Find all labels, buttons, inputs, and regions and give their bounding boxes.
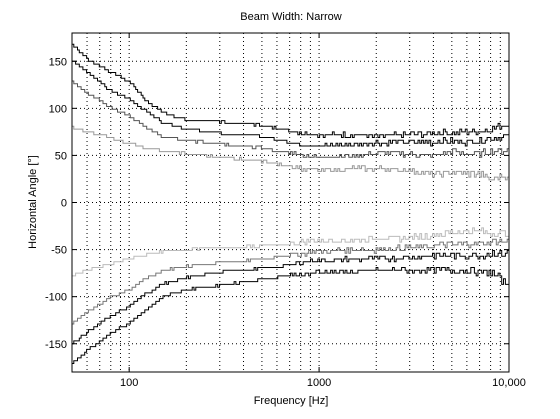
y-tick-label: 150 xyxy=(49,56,67,68)
grid xyxy=(72,33,509,372)
x-tick-label: 1000 xyxy=(307,377,331,389)
series-line-5 xyxy=(72,227,510,277)
series-line-2 xyxy=(72,60,510,147)
series-line-3 xyxy=(72,80,509,158)
series-group xyxy=(72,43,510,364)
x-axis-title: Frequency [Hz] xyxy=(254,395,329,407)
y-tick-label: -150 xyxy=(45,339,67,351)
x-tick-label: 10,000 xyxy=(492,377,526,389)
series-line-6 xyxy=(72,238,510,325)
plot-frame xyxy=(71,32,510,373)
series-line-4 xyxy=(72,125,510,181)
series-line-8 xyxy=(72,267,510,364)
series-line-7 xyxy=(72,250,510,345)
series-line-1 xyxy=(72,43,509,138)
x-tick-label: 100 xyxy=(120,377,138,389)
ticks: 150 100 50 0 -50 -100 -150 100 1000 10,000 xyxy=(45,33,526,389)
y-tick-label: -50 xyxy=(51,245,67,257)
chart-title: Beam Width: Narrow xyxy=(240,11,342,23)
y-tick-label: 0 xyxy=(61,198,67,210)
y-tick-label: 100 xyxy=(49,103,67,115)
y-axis-title: Horizontal Angle [°] xyxy=(27,155,39,249)
y-tick-label: -100 xyxy=(45,292,67,304)
y-tick-label: 50 xyxy=(55,150,67,162)
